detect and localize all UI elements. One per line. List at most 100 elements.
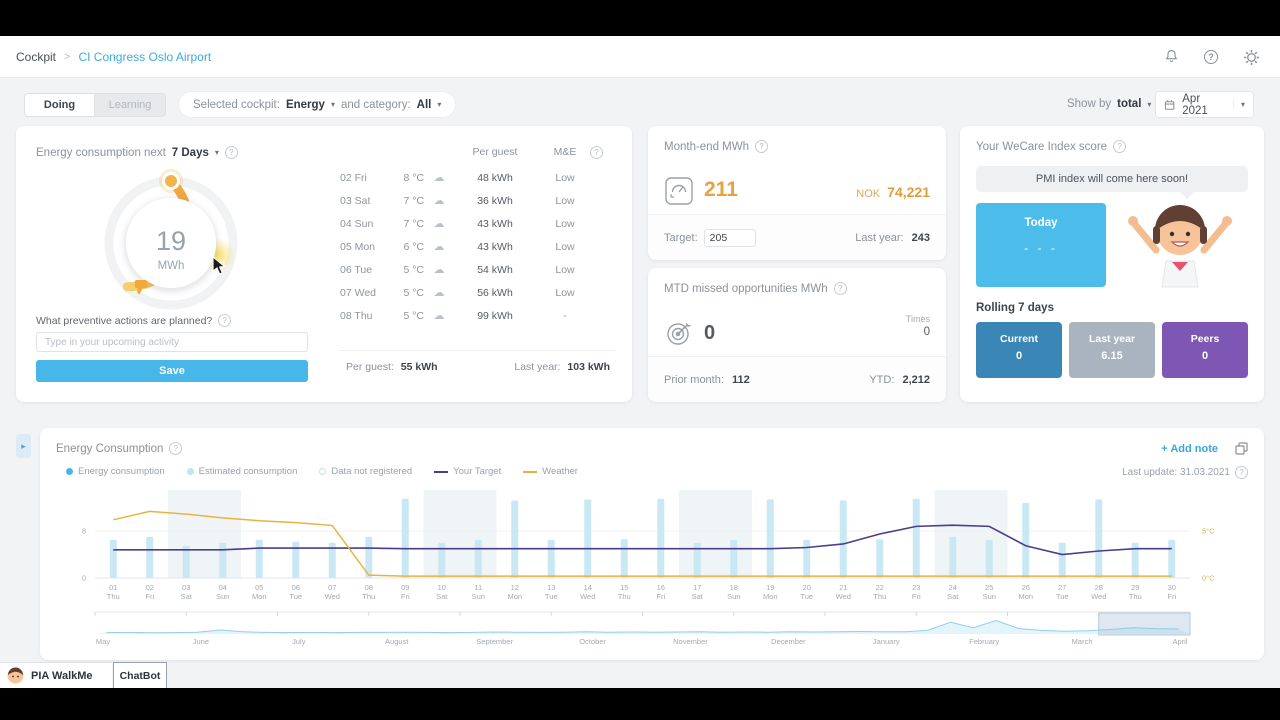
gauge-handle[interactable] <box>162 172 180 190</box>
legend-label: Data not registered <box>331 466 413 477</box>
cockpit-dropdown[interactable]: Energy <box>285 98 325 111</box>
wecare-stat-current[interactable]: Current 0 <box>976 322 1062 378</box>
forecast-range-dropdown[interactable]: 7 Days <box>171 146 209 159</box>
energy-bar[interactable] <box>584 499 592 578</box>
info-icon[interactable]: ? <box>833 282 847 295</box>
help-icon[interactable]: ? <box>1202 48 1220 66</box>
energy-bar[interactable] <box>657 498 665 578</box>
activity-input[interactable] <box>36 332 308 352</box>
month-label[interactable]: November <box>673 637 708 646</box>
energy-bar[interactable] <box>109 539 117 578</box>
energy-bar[interactable] <box>1095 499 1103 578</box>
month-label[interactable]: June <box>193 637 209 646</box>
selected-cockpit-label: Selected cockpit: <box>193 98 280 111</box>
energy-bar[interactable] <box>949 536 957 578</box>
info-icon[interactable]: ? <box>1113 140 1127 153</box>
month-label[interactable]: December <box>771 637 806 646</box>
month-label[interactable]: September <box>476 637 513 646</box>
add-note-button[interactable]: + Add note <box>1161 443 1218 455</box>
day-number-label: 09 <box>401 583 409 592</box>
pia-walkme-tab[interactable]: PIA WalkMe <box>0 662 112 688</box>
tab-doing[interactable]: Doing <box>24 93 95 117</box>
energy-bar[interactable] <box>803 539 811 578</box>
energy-bar[interactable] <box>1022 502 1030 578</box>
energy-bar[interactable] <box>146 536 154 578</box>
chevron-down-icon[interactable]: ▾ <box>437 100 442 109</box>
breadcrumb-root[interactable]: Cockpit <box>16 50 57 64</box>
collapse-panel-tab[interactable]: ▸ <box>16 434 31 458</box>
energy-bar[interactable] <box>365 536 373 578</box>
month-label[interactable]: January <box>873 637 900 646</box>
breadcrumb-current[interactable]: CI Congress Oslo Airport <box>78 50 212 64</box>
energy-bar[interactable] <box>766 499 774 578</box>
chevron-down-icon[interactable]: ▾ <box>1147 99 1152 109</box>
energy-bar[interactable] <box>474 539 482 578</box>
forecast-temperature: 5 °C <box>403 263 424 276</box>
forecast-temperature: 6 °C <box>403 240 424 253</box>
energy-bar[interactable] <box>182 545 190 578</box>
energy-bar[interactable] <box>328 542 336 578</box>
legend-item[interactable]: Your Target <box>434 466 501 477</box>
month-label[interactable]: August <box>385 637 409 646</box>
month-label[interactable]: April <box>1172 637 1187 646</box>
energy-bar[interactable] <box>620 539 628 578</box>
target-input[interactable] <box>703 228 756 247</box>
legend-item[interactable]: Data not registered <box>319 466 412 477</box>
save-button[interactable]: Save <box>36 360 308 382</box>
energy-bar[interactable] <box>730 539 738 578</box>
month-picker[interactable]: Apr 2021 ▾ <box>1155 91 1254 118</box>
month-label[interactable]: May <box>96 637 110 646</box>
energy-bar[interactable] <box>839 500 847 578</box>
energy-bar[interactable] <box>876 539 884 578</box>
today-score-box[interactable]: Today - - - <box>976 203 1106 287</box>
cloud-icon: ☁ <box>433 218 445 230</box>
info-icon[interactable]: ? <box>755 140 769 153</box>
wecare-stat-last-year[interactable]: Last year 6.15 <box>1069 322 1155 378</box>
energy-bar[interactable] <box>1058 542 1066 578</box>
month-label[interactable]: October <box>579 637 606 646</box>
energy-bar[interactable] <box>1168 539 1176 578</box>
notifications-bell-icon[interactable] <box>1162 48 1180 66</box>
energy-bar[interactable] <box>547 539 555 578</box>
month-label[interactable]: February <box>969 637 999 646</box>
energy-bar[interactable] <box>985 539 993 578</box>
energy-bar[interactable] <box>912 498 920 578</box>
chatbot-tab[interactable]: ChatBot <box>113 662 167 688</box>
chevron-down-icon[interactable]: ▾ <box>330 100 335 109</box>
energy-bar[interactable] <box>511 500 519 578</box>
prior-month-label: Prior month: <box>664 373 724 386</box>
day-weekday-label: Fri <box>145 592 154 601</box>
show-by-dropdown[interactable]: total <box>1117 98 1142 110</box>
day-weekday-label: Wed <box>325 592 340 601</box>
legend-item[interactable]: Weather <box>523 466 578 477</box>
weather-line <box>113 510 1172 577</box>
energy-bar[interactable] <box>1131 542 1139 578</box>
chevron-down-icon[interactable]: ▾ <box>214 148 219 157</box>
tab-learning[interactable]: Learning <box>95 93 166 117</box>
info-icon[interactable]: ? <box>590 145 603 159</box>
chevron-down-icon[interactable]: ▾ <box>1232 100 1245 109</box>
energy-bar[interactable] <box>693 542 701 578</box>
legend-item[interactable]: Energy consumption <box>66 466 165 477</box>
info-icon[interactable]: ? <box>224 146 238 159</box>
energy-bar[interactable] <box>438 542 446 578</box>
cloud-icon: ☁ <box>433 241 445 253</box>
wecare-stat-peers[interactable]: Peers 0 <box>1162 322 1248 378</box>
settings-gear-icon[interactable] <box>1242 48 1260 66</box>
info-icon[interactable]: ? <box>218 314 232 327</box>
info-icon[interactable]: ? <box>1235 466 1248 479</box>
month-label[interactable]: March <box>1072 637 1093 646</box>
expand-icon[interactable] <box>1235 442 1248 460</box>
day-weekday-label: Wed <box>1091 592 1106 601</box>
month-end-card: Month-end MWh ? 211 NOK 74,221 Target: L… <box>648 126 946 260</box>
energy-bar[interactable] <box>401 498 409 578</box>
timeline-selection[interactable] <box>1098 612 1191 636</box>
category-dropdown[interactable]: All <box>416 98 432 111</box>
energy-bar[interactable] <box>292 541 300 578</box>
energy-bar[interactable] <box>255 539 263 578</box>
info-icon[interactable]: ? <box>169 442 183 455</box>
legend-item[interactable]: Estimated consumption <box>186 466 297 477</box>
month-label[interactable]: July <box>292 637 306 646</box>
cloud-icon: ☁ <box>433 310 445 322</box>
energy-bar[interactable] <box>219 542 227 578</box>
